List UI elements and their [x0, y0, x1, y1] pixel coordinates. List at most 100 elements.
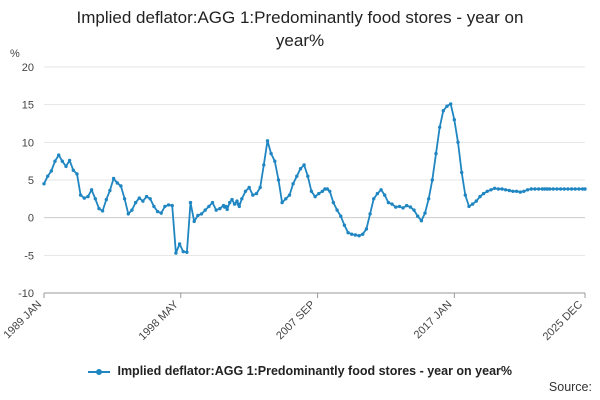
data-point[interactable]: [419, 219, 424, 223]
data-point[interactable]: [284, 197, 288, 201]
data-point[interactable]: [500, 187, 504, 191]
data-point[interactable]: [262, 163, 266, 167]
data-point[interactable]: [119, 184, 123, 188]
data-point[interactable]: [441, 109, 445, 113]
data-point[interactable]: [185, 250, 189, 254]
data-point[interactable]: [115, 181, 120, 185]
data-point[interactable]: [335, 208, 339, 212]
data-point[interactable]: [543, 187, 547, 191]
data-point[interactable]: [489, 188, 493, 192]
data-point[interactable]: [133, 200, 138, 205]
data-point[interactable]: [225, 207, 229, 212]
data-point[interactable]: [339, 214, 343, 218]
data-point[interactable]: [313, 194, 317, 199]
data-point[interactable]: [545, 187, 549, 191]
data-point[interactable]: [394, 205, 398, 209]
data-point[interactable]: [449, 102, 453, 106]
data-point[interactable]: [269, 151, 273, 156]
data-point[interactable]: [496, 187, 500, 191]
data-point[interactable]: [320, 189, 325, 193]
data-point[interactable]: [163, 204, 167, 209]
data-point[interactable]: [529, 187, 533, 191]
data-point[interactable]: [97, 206, 101, 211]
data-point[interactable]: [265, 139, 270, 143]
data-point[interactable]: [430, 178, 434, 182]
data-point[interactable]: [492, 186, 497, 190]
data-point[interactable]: [42, 182, 46, 186]
data-point[interactable]: [207, 204, 211, 209]
data-point[interactable]: [456, 140, 460, 144]
data-point[interactable]: [71, 168, 76, 172]
data-point[interactable]: [49, 169, 53, 173]
data-point[interactable]: [408, 205, 413, 209]
data-point[interactable]: [130, 208, 134, 212]
data-point[interactable]: [111, 176, 116, 181]
data-point[interactable]: [155, 209, 160, 214]
data-point[interactable]: [357, 234, 361, 238]
data-point[interactable]: [181, 249, 185, 254]
data-point[interactable]: [547, 187, 552, 191]
data-point[interactable]: [438, 125, 442, 129]
data-point[interactable]: [583, 187, 587, 191]
data-point[interactable]: [401, 206, 405, 210]
data-point[interactable]: [126, 212, 130, 216]
data-point[interactable]: [82, 196, 87, 200]
data-point[interactable]: [228, 200, 232, 205]
data-point[interactable]: [467, 204, 471, 209]
data-point[interactable]: [218, 206, 222, 211]
data-point[interactable]: [481, 191, 486, 196]
data-point[interactable]: [141, 199, 145, 203]
data-point[interactable]: [350, 232, 354, 236]
data-point[interactable]: [577, 187, 581, 191]
data-point[interactable]: [137, 196, 141, 200]
data-point[interactable]: [247, 185, 251, 190]
data-point[interactable]: [328, 189, 332, 193]
data-point[interactable]: [287, 193, 292, 197]
data-point[interactable]: [317, 191, 321, 196]
data-point[interactable]: [152, 204, 156, 209]
data-point[interactable]: [75, 172, 79, 176]
data-point[interactable]: [372, 197, 376, 201]
data-point[interactable]: [214, 208, 218, 212]
data-point[interactable]: [144, 194, 149, 199]
data-point[interactable]: [555, 187, 559, 191]
data-point[interactable]: [302, 163, 306, 167]
data-point[interactable]: [243, 189, 248, 193]
data-point[interactable]: [540, 187, 544, 191]
data-point[interactable]: [254, 191, 259, 196]
data-point[interactable]: [368, 212, 372, 216]
data-point[interactable]: [518, 190, 522, 194]
data-point[interactable]: [291, 182, 295, 186]
data-point[interactable]: [353, 233, 358, 237]
data-point[interactable]: [159, 211, 163, 215]
data-point[interactable]: [427, 197, 431, 201]
data-point[interactable]: [53, 159, 57, 163]
data-point[interactable]: [397, 204, 402, 209]
data-point[interactable]: [566, 187, 570, 191]
data-point[interactable]: [78, 193, 83, 197]
data-point[interactable]: [93, 197, 98, 201]
data-point[interactable]: [434, 151, 438, 156]
data-point[interactable]: [474, 199, 478, 203]
data-point[interactable]: [470, 202, 475, 206]
data-point[interactable]: [237, 204, 241, 209]
data-point[interactable]: [174, 251, 178, 255]
data-point[interactable]: [235, 199, 239, 203]
data-point[interactable]: [57, 153, 61, 157]
data-point[interactable]: [342, 223, 347, 227]
data-point[interactable]: [533, 187, 537, 191]
data-point[interactable]: [148, 197, 152, 201]
data-point[interactable]: [511, 189, 515, 193]
data-point[interactable]: [46, 174, 50, 178]
data-point[interactable]: [485, 189, 489, 193]
data-point[interactable]: [108, 188, 112, 193]
data-point[interactable]: [375, 191, 380, 196]
data-point[interactable]: [445, 104, 449, 108]
data-point[interactable]: [463, 193, 467, 197]
data-point[interactable]: [280, 200, 284, 205]
data-point[interactable]: [104, 197, 109, 202]
data-point[interactable]: [569, 187, 574, 191]
data-point[interactable]: [364, 227, 369, 231]
data-point[interactable]: [412, 208, 416, 212]
data-point[interactable]: [536, 187, 541, 191]
